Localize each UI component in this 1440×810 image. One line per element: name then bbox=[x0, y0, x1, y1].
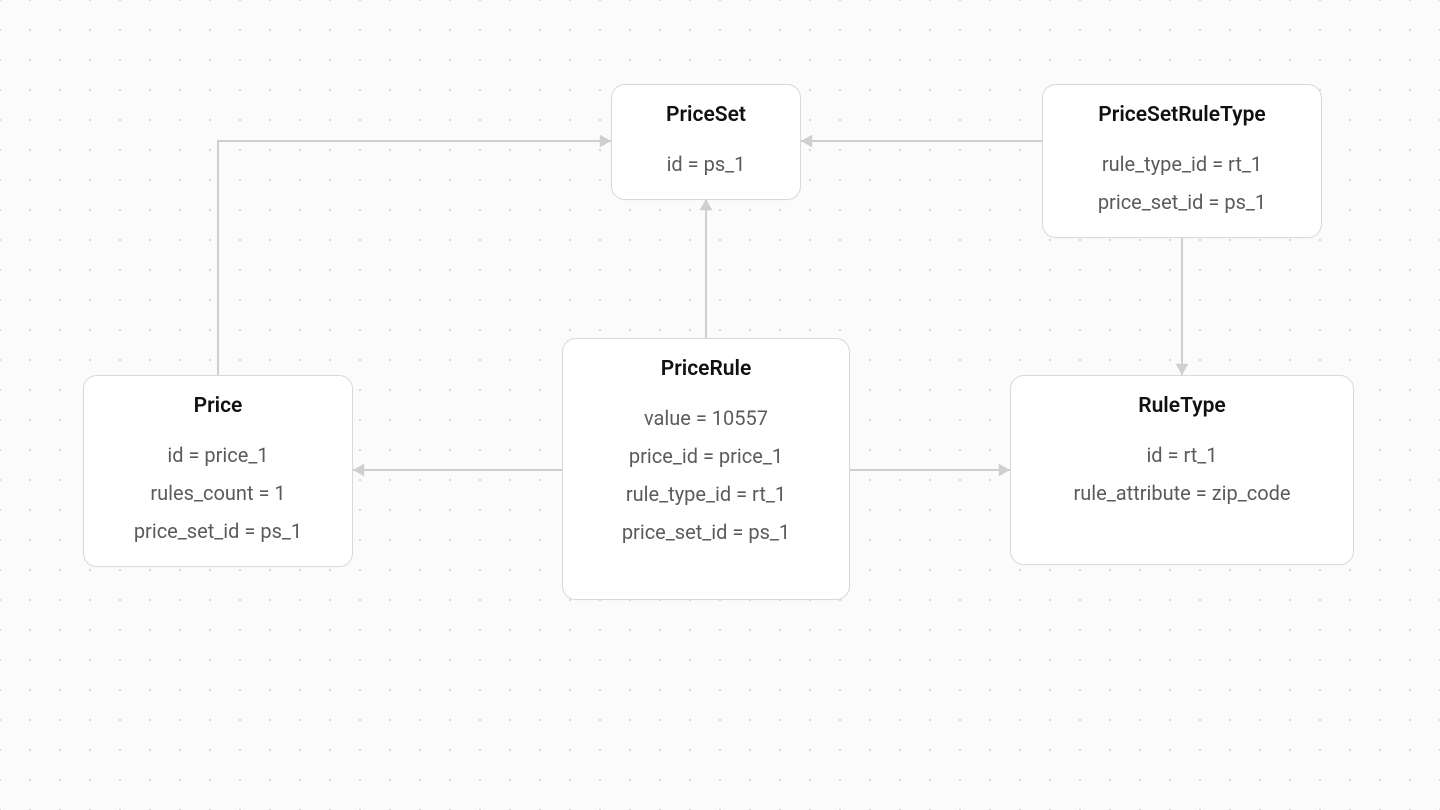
node-attr: id = ps_1 bbox=[638, 149, 774, 179]
node-title: Price bbox=[110, 394, 326, 418]
node-price-set-rule-type: PriceSetRuleType rule_type_id = rt_1 pri… bbox=[1042, 84, 1322, 238]
node-price-set: PriceSet id = ps_1 bbox=[611, 84, 801, 200]
node-attrs: id = ps_1 bbox=[638, 149, 774, 179]
node-rule-type: RuleType id = rt_1 rule_attribute = zip_… bbox=[1010, 375, 1354, 565]
node-attr: rule_type_id = rt_1 bbox=[589, 479, 823, 509]
node-title: PriceSetRuleType bbox=[1069, 103, 1295, 127]
node-attr: price_set_id = ps_1 bbox=[110, 516, 326, 546]
node-attr: price_id = price_1 bbox=[589, 441, 823, 471]
node-attr: rule_attribute = zip_code bbox=[1037, 478, 1327, 508]
node-attr: price_set_id = ps_1 bbox=[1069, 187, 1295, 217]
node-attr: id = price_1 bbox=[110, 440, 326, 470]
node-attr: id = rt_1 bbox=[1037, 440, 1327, 470]
node-attrs: rule_type_id = rt_1 price_set_id = ps_1 bbox=[1069, 149, 1295, 217]
node-attrs: id = rt_1 rule_attribute = zip_code bbox=[1037, 440, 1327, 508]
node-attr: value = 10557 bbox=[589, 403, 823, 433]
node-attrs: id = price_1 rules_count = 1 price_set_i… bbox=[110, 440, 326, 546]
node-attr: rule_type_id = rt_1 bbox=[1069, 149, 1295, 179]
node-price: Price id = price_1 rules_count = 1 price… bbox=[83, 375, 353, 567]
node-attrs: value = 10557 price_id = price_1 rule_ty… bbox=[589, 403, 823, 547]
node-title: PriceRule bbox=[589, 357, 823, 381]
node-title: RuleType bbox=[1037, 394, 1327, 418]
node-attr: rules_count = 1 bbox=[110, 478, 326, 508]
node-price-rule: PriceRule value = 10557 price_id = price… bbox=[562, 338, 850, 600]
node-title: PriceSet bbox=[638, 103, 774, 127]
node-attr: price_set_id = ps_1 bbox=[589, 517, 823, 547]
